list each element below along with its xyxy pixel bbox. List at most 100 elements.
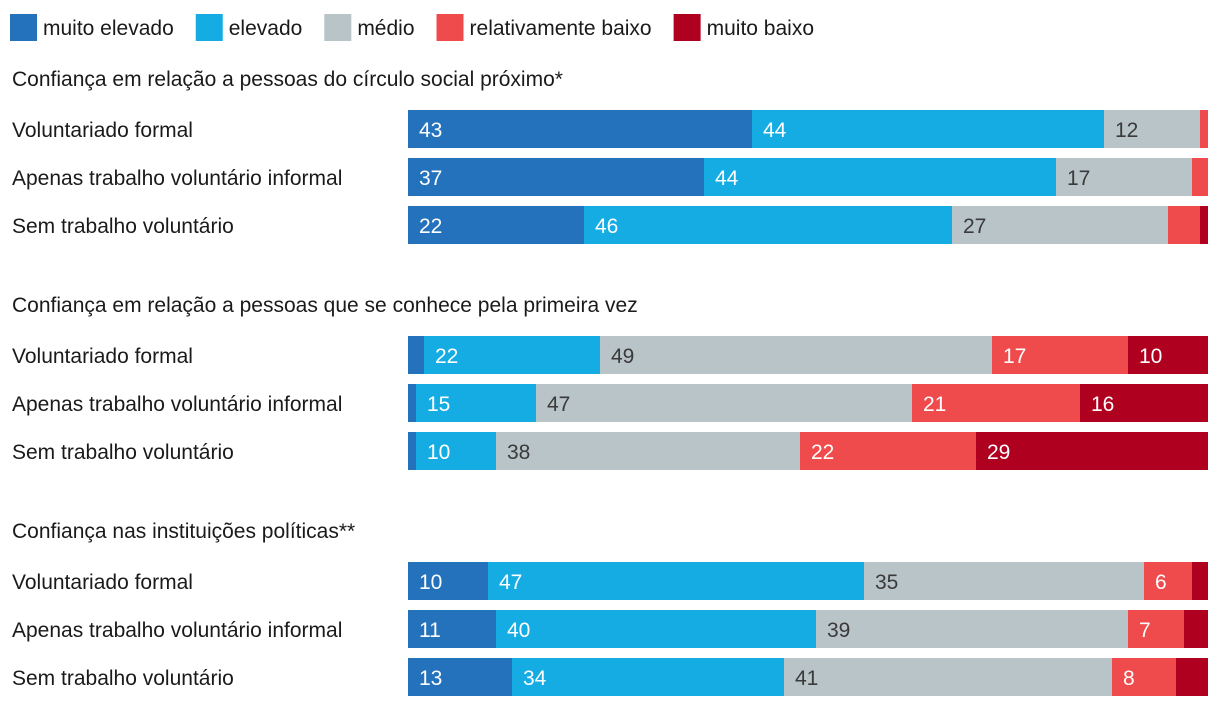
data-label: 35: [875, 571, 898, 594]
bar-segment-medio: [536, 384, 912, 422]
bar-segment-elevado: [416, 432, 496, 470]
data-label: 17: [1067, 167, 1090, 190]
bar-segment-muito_elevado: [408, 658, 512, 696]
bar-row: Voluntariado formal 43 44 12: [12, 110, 1208, 148]
bar-segment-muito_elevado: [408, 336, 424, 374]
data-label: 10: [427, 441, 450, 464]
legend-label-medio: médio: [357, 17, 414, 40]
bar-segment-relativamente_baixo: [800, 432, 976, 470]
panel-3: Confiança nas instituições políticas** Vo…: [12, 520, 1208, 696]
bar-segment-relativamente_baixo: [1112, 658, 1176, 696]
data-label: 34: [523, 667, 547, 690]
legend-swatch-relativamente_baixo: [436, 14, 464, 41]
data-label: 8: [1123, 667, 1135, 690]
data-label: 22: [435, 345, 458, 368]
data-label: 46: [595, 215, 618, 238]
data-label: 43: [419, 119, 442, 142]
bar-segment-muito_baixo: [976, 432, 1208, 470]
bar-segment-muito_baixo: [1176, 658, 1208, 696]
bar-segment-muito_elevado: [408, 158, 704, 196]
data-label: 22: [419, 215, 442, 238]
data-label: 40: [507, 619, 530, 642]
bar-segment-muito_baixo: [1184, 610, 1208, 648]
chart-panels: Confiança em relação a pessoas do círcul…: [12, 68, 1208, 696]
bar-segment-muito_baixo: [1128, 336, 1208, 374]
data-label: 10: [419, 571, 442, 594]
bar-row: Apenas trabalho voluntário informal 15 47 2…: [12, 384, 1208, 422]
bar-row: Voluntariado formal 10 47 35 6: [12, 562, 1208, 600]
row-label: Sem trabalho voluntário: [12, 215, 234, 238]
legend-swatch-elevado: [195, 14, 223, 41]
bar-segment-elevado: [584, 206, 952, 244]
data-label: 10: [1139, 345, 1162, 368]
data-label: 21: [923, 393, 946, 416]
legend-item-muito_baixo: muito baixo: [673, 14, 814, 41]
bar-segment-elevado: [512, 658, 784, 696]
data-label: 15: [427, 393, 450, 416]
data-label: 6: [1155, 571, 1167, 594]
bar-segment-muito_elevado: [408, 110, 752, 148]
bar-row: Sem trabalho voluntário 22 46 27: [12, 206, 1208, 244]
row-label: Apenas trabalho voluntário informal: [12, 619, 342, 642]
legend-swatch-muito_elevado: [10, 14, 37, 41]
row-label: Voluntariado formal: [12, 119, 193, 142]
data-label: 29: [987, 441, 1010, 464]
bar-segment-relativamente_baixo: [912, 384, 1080, 422]
data-label: 44: [715, 167, 739, 190]
bar-segment-relativamente_baixo: [1128, 610, 1184, 648]
legend-label-muito_baixo: muito baixo: [707, 17, 814, 40]
bar-segment-medio: [600, 336, 992, 374]
bar-segment-elevado: [424, 336, 600, 374]
data-label: 16: [1091, 393, 1114, 416]
data-label: 12: [1115, 119, 1138, 142]
row-label: Voluntariado formal: [12, 571, 193, 594]
legend-swatch-medio: [324, 14, 352, 41]
data-label: 13: [419, 667, 442, 690]
bar-segment-relativamente_baixo: [1192, 158, 1208, 196]
bar-segment-muito_baixo: [1080, 384, 1208, 422]
bar-segment-elevado: [752, 110, 1104, 148]
bar-segment-medio: [1056, 158, 1192, 196]
panel-title: Confiança em relação a pessoas que se co…: [12, 294, 638, 317]
panel-title: Confiança nas instituições políticas**: [12, 520, 355, 543]
bar-segment-medio: [864, 562, 1144, 600]
bar-segment-muito_elevado: [408, 206, 584, 244]
panel-title: Confiança em relação a pessoas do círcul…: [12, 68, 563, 91]
bar-segment-muito_elevado: [408, 432, 416, 470]
row-label: Apenas trabalho voluntário informal: [12, 393, 342, 416]
bar-row: Sem trabalho voluntário 10 38 22 29: [12, 432, 1208, 470]
data-label: 27: [963, 215, 986, 238]
chart-legend: muito elevado elevado médio relativamente b…: [10, 14, 814, 41]
data-label: 17: [1003, 345, 1026, 368]
data-label: 22: [811, 441, 834, 464]
row-label: Apenas trabalho voluntário informal: [12, 167, 342, 190]
bar-segment-medio: [816, 610, 1128, 648]
legend-label-relativamente_baixo: relativamente baixo: [470, 17, 652, 40]
bar-segment-muito_elevado: [408, 610, 496, 648]
bar-row: Apenas trabalho voluntário informal 37 44 1…: [12, 158, 1208, 196]
bar-segment-elevado: [704, 158, 1056, 196]
legend-item-relativamente_baixo: relativamente baixo: [436, 14, 652, 41]
row-label: Voluntariado formal: [12, 345, 193, 368]
bar-segment-medio: [784, 658, 1112, 696]
data-label: 38: [507, 441, 530, 464]
data-label: 49: [611, 345, 634, 368]
legend-label-elevado: elevado: [229, 17, 303, 40]
legend-item-medio: médio: [324, 14, 415, 41]
bar-row: Sem trabalho voluntário 13 34 41 8: [12, 658, 1208, 696]
bar-segment-elevado: [488, 562, 864, 600]
bar-segment-relativamente_baixo: [1144, 562, 1192, 600]
bar-segment-medio: [496, 432, 800, 470]
bar-segment-medio: [952, 206, 1168, 244]
data-label: 44: [763, 119, 787, 142]
bar-segment-relativamente_baixo: [1168, 206, 1200, 244]
bar-segment-muito_baixo: [1200, 206, 1208, 244]
bar-row: Apenas trabalho voluntário informal 11 40 3…: [12, 610, 1208, 648]
legend-item-elevado: elevado: [195, 14, 303, 41]
bar-row: Voluntariado formal 22 49 17 10: [12, 336, 1208, 374]
bar-segment-elevado: [416, 384, 536, 422]
panel-1: Confiança em relação a pessoas do círcul…: [12, 68, 1208, 244]
panel-2: Confiança em relação a pessoas que se co…: [12, 294, 1208, 470]
row-label: Sem trabalho voluntário: [12, 441, 234, 464]
